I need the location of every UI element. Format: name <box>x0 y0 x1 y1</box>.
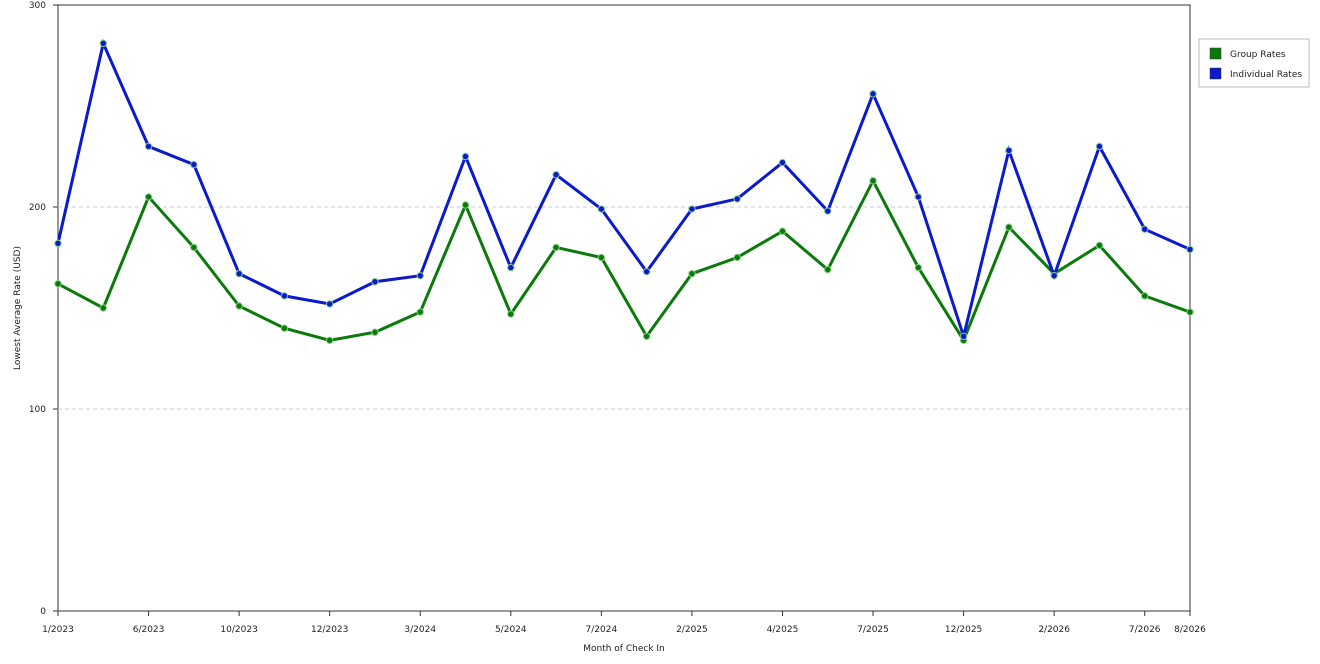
y-tick-label: 200 <box>29 203 46 213</box>
data-point <box>280 324 289 332</box>
data-point <box>507 263 515 272</box>
data-point <box>733 195 741 203</box>
data-point <box>642 267 651 276</box>
data-point <box>99 304 107 312</box>
legend-label: Group Rates <box>1230 50 1286 60</box>
data-point <box>54 239 62 248</box>
data-point <box>1095 241 1104 250</box>
data-point <box>416 271 424 280</box>
data-point <box>325 300 334 308</box>
y-tick-label: 0 <box>40 607 46 617</box>
x-tick-label: 3/2024 <box>404 625 436 635</box>
data-point <box>778 227 787 235</box>
data-point <box>325 336 334 345</box>
data-point <box>959 332 968 340</box>
data-point <box>597 253 606 262</box>
x-tick-label: 10/2023 <box>220 625 257 635</box>
data-point <box>824 265 832 274</box>
data-point <box>733 253 741 262</box>
x-tick-label: 6/2023 <box>133 625 165 635</box>
x-tick-label: 5/2024 <box>495 625 527 635</box>
x-tick-label: 7/2026 <box>1129 625 1161 635</box>
x-tick-label: 12/2025 <box>945 625 982 635</box>
data-point <box>99 39 107 48</box>
data-point <box>1186 308 1194 316</box>
legend-swatch <box>1209 47 1222 60</box>
data-point <box>235 269 243 278</box>
x-tick-label: 2/2025 <box>676 625 708 635</box>
data-point <box>416 308 424 316</box>
data-point <box>280 292 289 300</box>
data-point <box>144 193 153 201</box>
series-line <box>56 38 1191 342</box>
y-tick-label: 100 <box>29 405 46 415</box>
data-point <box>235 302 243 310</box>
data-point <box>54 280 62 288</box>
x-tick-label: 1/2023 <box>42 625 74 635</box>
data-point <box>1005 223 1013 231</box>
y-axis-label: Lowest Average Rate (USD) <box>13 246 23 370</box>
data-point <box>869 177 877 185</box>
plot-frame <box>57 4 1191 612</box>
data-point <box>1141 292 1149 300</box>
data-point <box>824 207 832 215</box>
data-point <box>597 205 606 213</box>
data-point <box>1050 271 1058 280</box>
data-point <box>1095 142 1104 151</box>
data-point <box>688 269 696 278</box>
data-point <box>688 205 696 213</box>
data-point <box>190 243 198 252</box>
data-point <box>1141 225 1149 233</box>
data-point <box>190 160 198 169</box>
data-point <box>371 328 379 336</box>
data-point <box>778 158 787 167</box>
data-point <box>1186 245 1194 254</box>
legend-label: Individual Rates <box>1230 70 1302 80</box>
data-point <box>371 278 379 286</box>
data-point <box>642 332 651 340</box>
x-tick-label: 7/2025 <box>857 625 889 635</box>
data-point <box>914 263 923 272</box>
data-point <box>869 90 877 98</box>
data-point <box>914 193 923 201</box>
data-point <box>1005 146 1013 155</box>
x-tick-label: 12/2023 <box>311 625 348 635</box>
x-tick-label: 2/2026 <box>1038 625 1070 635</box>
x-axis-label: Month of Check In <box>583 644 665 654</box>
x-tick-label: 8/2026 <box>1174 625 1206 635</box>
data-point <box>144 142 153 151</box>
data-point <box>461 152 470 161</box>
y-tick-label: 300 <box>29 1 46 11</box>
x-tick-label: 7/2024 <box>586 625 618 635</box>
data-point <box>461 201 470 209</box>
data-point <box>507 310 515 318</box>
data-point <box>552 243 560 252</box>
x-tick-label: 4/2025 <box>767 625 799 635</box>
legend-swatch <box>1209 67 1222 80</box>
data-point <box>552 170 560 179</box>
series-line <box>57 177 1191 344</box>
